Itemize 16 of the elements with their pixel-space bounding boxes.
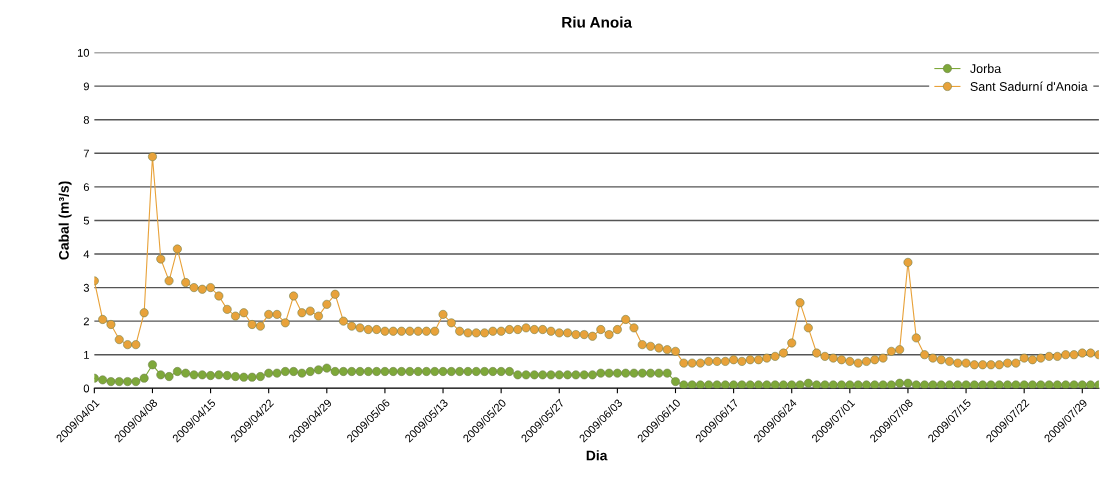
y-tick-label: 5 bbox=[83, 216, 90, 225]
y-tick-label: 6 bbox=[83, 183, 89, 192]
chart-title: Riu Anoia bbox=[562, 16, 633, 28]
y-tick-label: 3 bbox=[83, 283, 89, 292]
y-tick-label: 0 bbox=[83, 384, 90, 393]
y-axis-title: Cabal (m³/s) bbox=[58, 181, 72, 260]
y-tick-label: 9 bbox=[83, 82, 89, 91]
y-tick-label: 1 bbox=[84, 351, 89, 359]
y-tick-label: 4 bbox=[83, 250, 90, 259]
y-tick-label: 8 bbox=[83, 116, 90, 124]
y-tick-label: 10 bbox=[77, 48, 90, 57]
x-axis-title: Dia bbox=[586, 450, 608, 461]
legend-label: Jorba bbox=[970, 63, 1002, 74]
legend-label: Sant Sadurní d'Anoia bbox=[970, 81, 1088, 91]
y-tick-label: 7 bbox=[83, 149, 89, 158]
y-tick-label: 2 bbox=[83, 317, 89, 326]
